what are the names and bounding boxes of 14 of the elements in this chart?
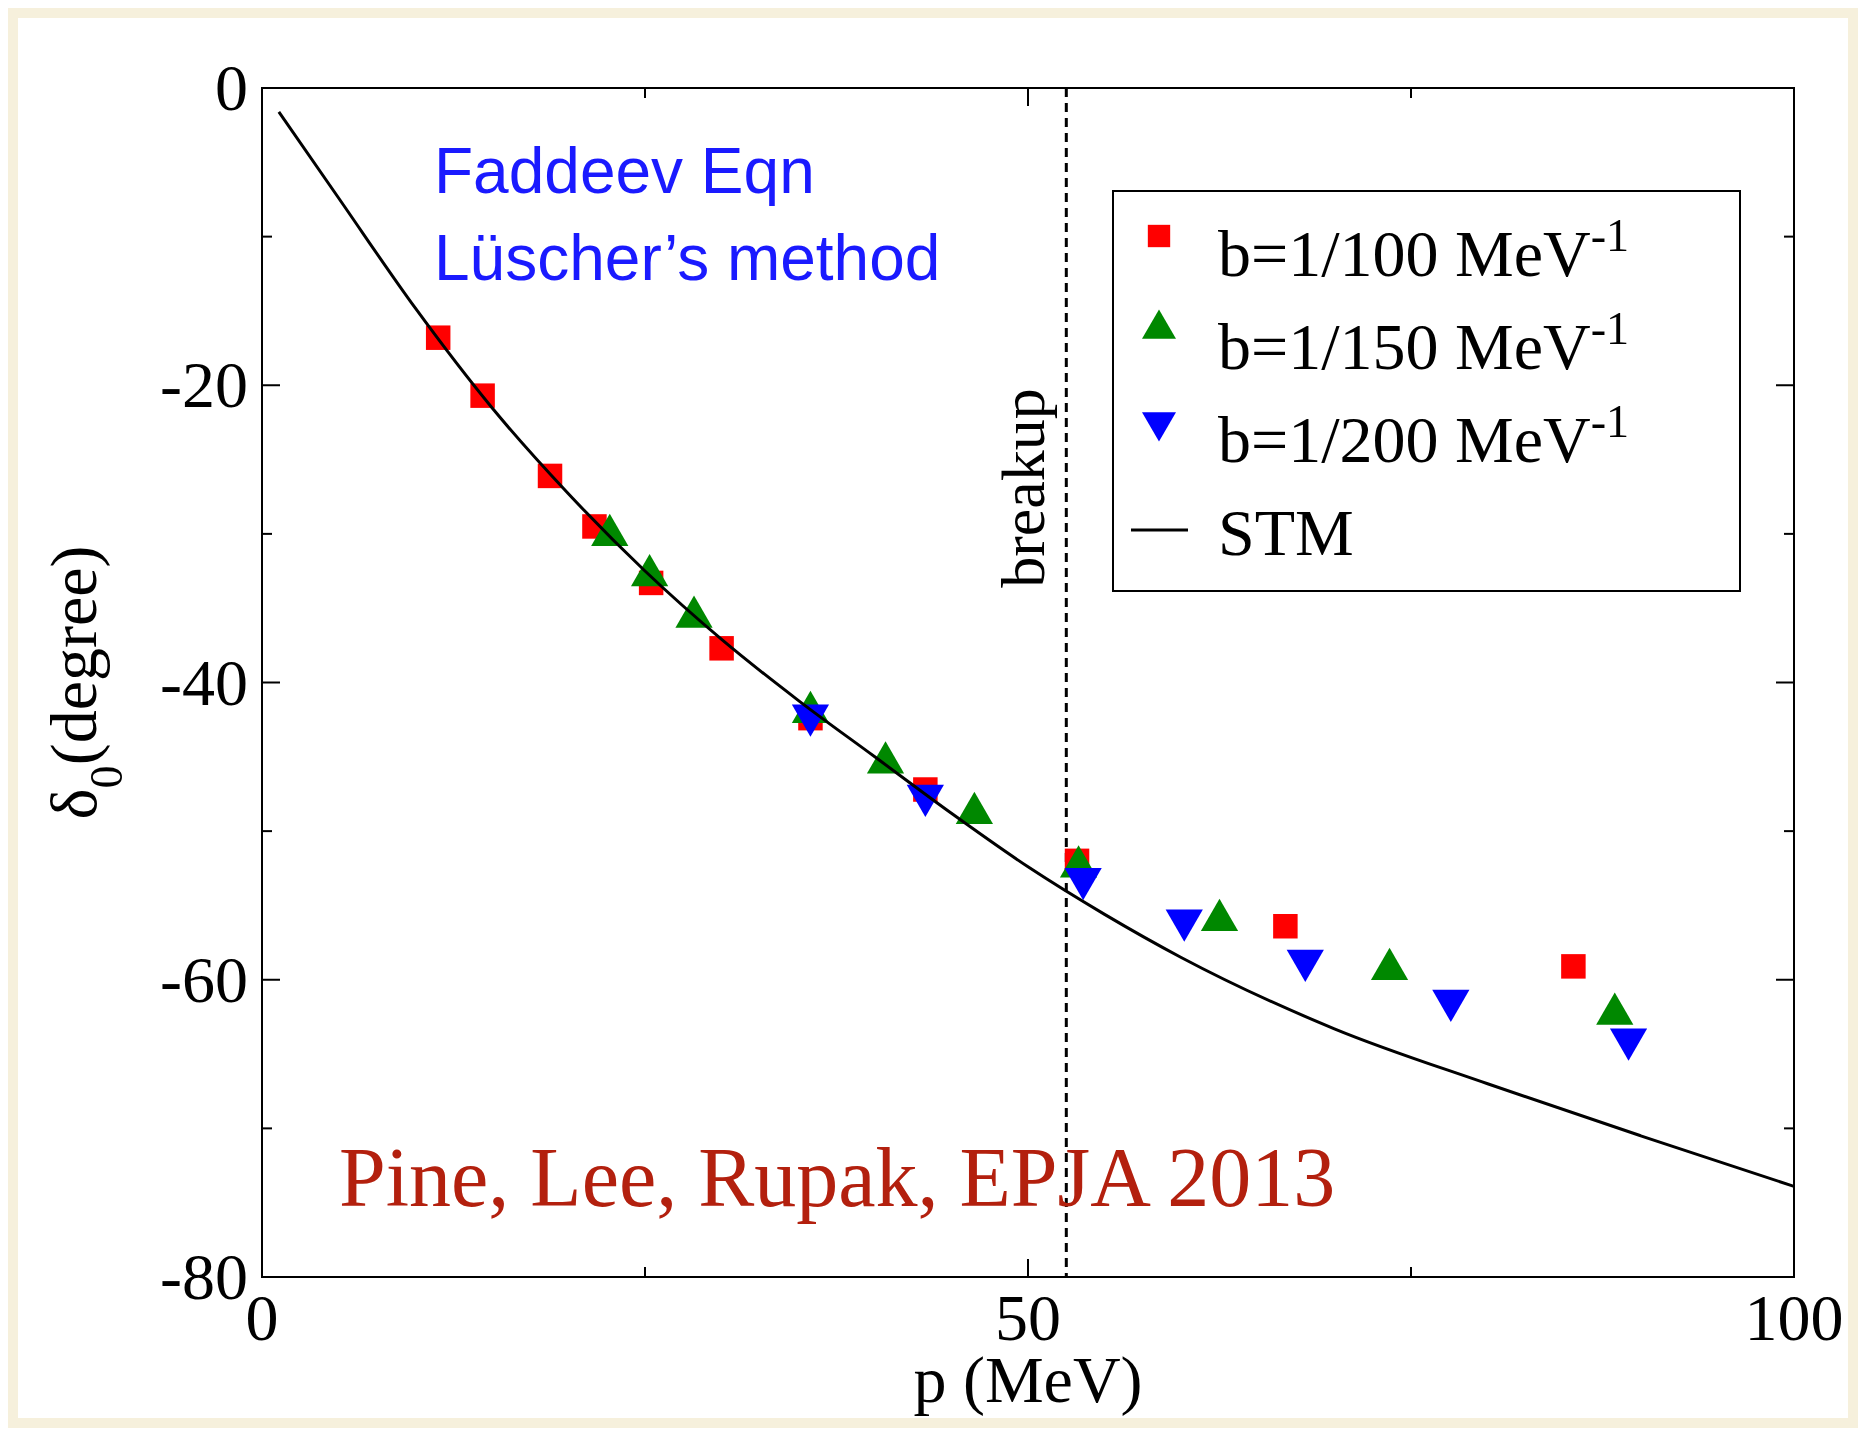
ref-line-label: breakup: [989, 388, 1058, 588]
y-tick-label: -60: [160, 942, 248, 1016]
x-tick-label: 100: [1744, 1281, 1844, 1354]
annotation: Pine, Lee, Rupak, EPJA 2013: [339, 1131, 1336, 1224]
legend-label: STM: [1218, 496, 1354, 569]
y-tick-label: -20: [160, 348, 248, 422]
annotation: Faddeev Eqn: [434, 135, 815, 207]
y-tick-label: 0: [215, 51, 248, 124]
legend-label: b=1/200 MeV$^{-1}$: [1218, 395, 1630, 476]
y-tick-label: -80: [160, 1240, 248, 1313]
legend-label: b=1/150 MeV$^{-1}$: [1218, 302, 1630, 383]
y-tick-label: -40: [160, 645, 248, 719]
annotation: Lüscher’s method: [434, 222, 941, 294]
legend-label: b=1/100 MeV$^{-1}$: [1218, 209, 1630, 290]
